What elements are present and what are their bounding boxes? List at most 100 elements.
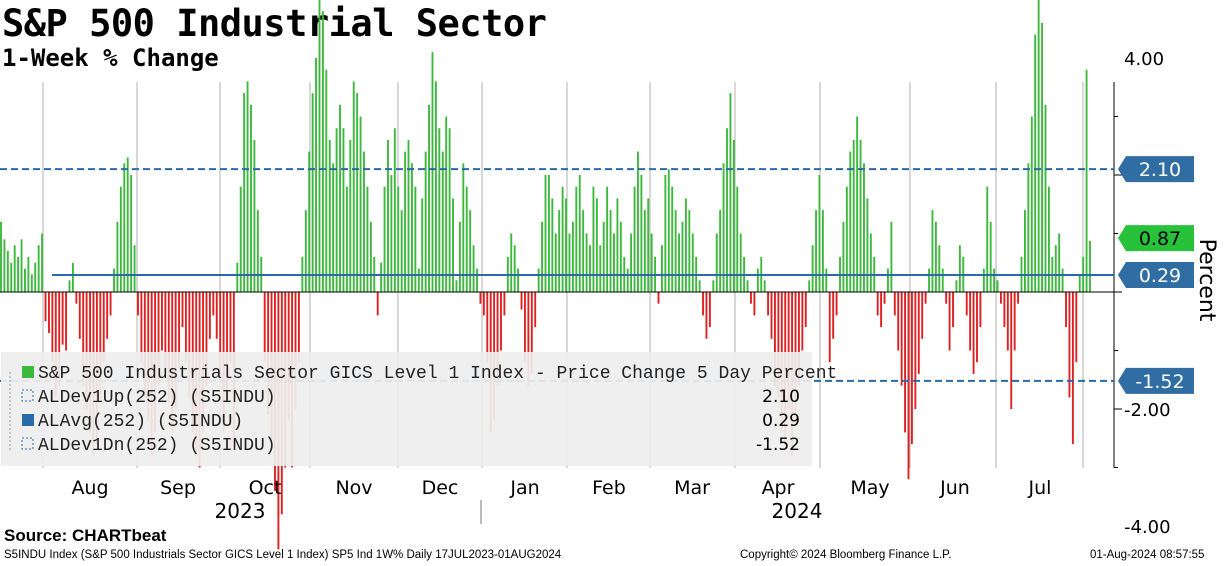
data-bar <box>547 175 550 292</box>
data-bar <box>380 262 383 292</box>
data-bar <box>599 245 602 292</box>
data-bar <box>390 175 393 292</box>
data-bar <box>458 221 461 292</box>
data-bar <box>448 128 451 292</box>
data-bar <box>1044 104 1047 292</box>
data-bar <box>976 292 978 363</box>
data-bar <box>633 186 636 292</box>
data-bar <box>941 268 944 292</box>
data-bar <box>753 292 756 316</box>
data-bar <box>986 186 989 292</box>
dev-down-tag-label: -1.52 <box>1135 371 1184 393</box>
data-bar <box>904 292 907 433</box>
chart-subtitle: 1-Week % Change <box>2 44 219 72</box>
data-bar <box>732 139 735 292</box>
y-tick-label: -4.00 <box>1124 517 1171 538</box>
data-bar <box>856 116 859 292</box>
legend-box <box>1 352 812 466</box>
data-bar <box>928 268 930 292</box>
year-label: 2023 <box>215 499 266 523</box>
y-axis-title: Percent <box>1194 239 1219 322</box>
data-bar <box>852 139 855 292</box>
data-bar <box>832 292 835 339</box>
data-bar <box>811 245 814 292</box>
data-bar <box>500 292 502 351</box>
data-bar <box>13 245 16 292</box>
data-bar <box>910 292 913 445</box>
data-bar <box>30 274 33 292</box>
data-bar <box>589 245 591 292</box>
data-bar <box>1034 34 1037 292</box>
legend-label: ALDev1Dn(252) (S5INDU) <box>38 436 276 456</box>
data-bar <box>993 268 996 292</box>
data-bar <box>996 280 999 292</box>
data-bar <box>958 245 961 292</box>
data-bar <box>349 139 352 292</box>
data-bar <box>726 128 728 292</box>
data-bar <box>945 292 948 304</box>
data-bar <box>116 221 119 292</box>
data-bar <box>582 210 585 292</box>
data-bar <box>897 292 900 351</box>
legend-swatch-dev <box>21 437 34 450</box>
dev-up-tag-label: 2.10 <box>1139 159 1181 181</box>
data-bar <box>102 292 105 363</box>
data-bar <box>777 292 780 398</box>
data-bar <box>1058 233 1061 292</box>
data-bar <box>1085 69 1088 292</box>
data-bar <box>739 233 742 292</box>
data-bar <box>452 198 454 292</box>
month-label: Oct <box>249 477 282 499</box>
data-bar <box>681 221 684 292</box>
month-label: May <box>850 477 889 499</box>
data-bar <box>616 198 619 292</box>
data-bar <box>849 151 852 292</box>
data-bar <box>335 128 338 292</box>
data-bar <box>890 221 893 292</box>
month-label: Apr <box>762 477 795 499</box>
data-bar <box>239 186 242 292</box>
data-bar <box>178 292 181 369</box>
legend-swatch-price <box>22 366 34 378</box>
data-bar <box>3 239 6 292</box>
data-bar <box>787 292 790 409</box>
data-bar <box>592 186 595 292</box>
data-bar <box>106 292 109 339</box>
data-bar <box>750 292 752 304</box>
data-bar <box>61 292 64 345</box>
data-bar <box>68 280 71 292</box>
data-bar <box>630 233 633 292</box>
data-bar <box>0 221 2 292</box>
avg-tag-label: 0.29 <box>1139 265 1181 287</box>
data-bar <box>1000 292 1002 304</box>
data-bar <box>825 268 828 292</box>
dev-down-tag <box>1118 367 1194 394</box>
data-bar <box>1078 274 1081 292</box>
data-bar <box>65 292 67 351</box>
data-bar <box>37 245 40 292</box>
data-bar <box>99 292 102 398</box>
data-bar <box>363 151 365 292</box>
data-bar <box>356 93 359 292</box>
data-bar <box>544 175 547 292</box>
data-bar <box>263 292 266 363</box>
data-bar <box>369 221 372 292</box>
data-bar <box>914 292 917 409</box>
data-bar <box>818 175 821 292</box>
data-bar <box>756 268 759 292</box>
data-bar <box>524 292 526 363</box>
data-bar <box>938 245 941 292</box>
data-bar <box>397 186 400 292</box>
data-bar <box>71 262 74 292</box>
data-bar <box>424 151 427 292</box>
data-bar <box>315 58 317 292</box>
month-label: Jul <box>1028 477 1052 499</box>
data-bar <box>431 52 434 293</box>
data-bar <box>332 163 335 292</box>
data-bar <box>520 292 523 310</box>
data-bar <box>383 186 386 292</box>
data-bar <box>82 292 85 386</box>
data-bar <box>674 210 677 292</box>
data-bar <box>41 233 44 292</box>
